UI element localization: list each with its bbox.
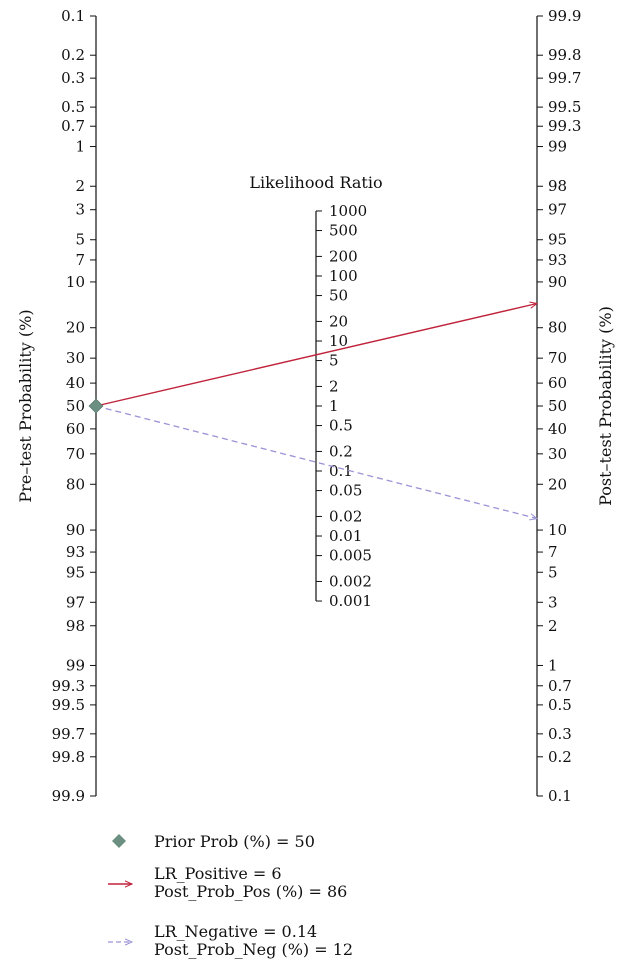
- pretest-tick-label-80: 80: [66, 475, 85, 493]
- lr-tick-label-0p001: 0.001: [329, 592, 372, 610]
- axes-layer: 0.10.20.30.50.71235710203040506070809093…: [16, 7, 615, 805]
- legend-negative-lr-text: LR_Negative = 0.14: [154, 922, 317, 941]
- posttest-tick-label-60: 60: [548, 374, 567, 392]
- lr-tick-label-0p05: 0.05: [329, 482, 362, 500]
- pretest-tick-label-10: 10: [66, 273, 85, 291]
- pretest-tick-label-40: 40: [66, 374, 85, 392]
- pretest-tick-label-0p3: 0.3: [61, 69, 85, 87]
- lr-tick-label-0p01: 0.01: [329, 527, 362, 545]
- lr-tick-label-1000: 1000: [329, 202, 367, 220]
- pretest-tick-label-99: 99: [66, 656, 85, 674]
- pretest-tick-label-0p5: 0.5: [61, 98, 85, 116]
- pretest-tick-label-0p2: 0.2: [61, 46, 85, 64]
- posttest-tick-label-3: 3: [548, 593, 558, 611]
- pretest-tick-label-99p5: 99.5: [52, 696, 85, 714]
- posttest-tick-label-0p3: 0.3: [548, 725, 572, 743]
- pretest-tick-label-50: 50: [66, 397, 85, 415]
- pretest-tick-label-99p8: 99.8: [52, 748, 85, 766]
- lr-tick-label-0p2: 0.2: [329, 442, 353, 460]
- posttest-tick-label-2: 2: [548, 617, 558, 635]
- posttest-tick-label-20: 20: [548, 475, 567, 493]
- lr-tick-label-0p1: 0.1: [329, 462, 353, 480]
- legend-prior-symbol: [112, 834, 126, 848]
- pretest-tick-label-95: 95: [66, 563, 85, 581]
- pretest-tick-label-2: 2: [75, 177, 85, 195]
- posttest-tick-label-0p2: 0.2: [548, 748, 572, 766]
- pretest-tick-label-97: 97: [66, 593, 85, 611]
- posttest-tick-label-99p5: 99.5: [548, 98, 581, 116]
- lr-tick-label-2: 2: [329, 377, 339, 395]
- posttest-tick-label-7: 7: [548, 543, 558, 561]
- posttest-tick-label-90: 90: [548, 273, 567, 291]
- lr-tick-label-50: 50: [329, 287, 348, 305]
- lr-tick-label-1: 1: [329, 397, 339, 415]
- posttest-tick-label-95: 95: [548, 231, 567, 249]
- posttest-tick-label-5: 5: [548, 563, 558, 581]
- pretest-tick-label-99p3: 99.3: [52, 677, 85, 695]
- lr-tick-label-0p002: 0.002: [329, 572, 372, 590]
- pretest-tick-label-93: 93: [66, 543, 85, 561]
- posttest-tick-label-0p7: 0.7: [548, 677, 572, 695]
- posttest-tick-label-97: 97: [548, 201, 567, 219]
- pretest-tick-label-1: 1: [75, 138, 85, 156]
- legend-prior-text: Prior Prob (%) = 50: [154, 832, 315, 851]
- legend-positive-post-text: Post_Prob_Pos (%) = 86: [154, 882, 347, 901]
- lines-layer: [88, 303, 537, 519]
- lr-tick-label-10: 10: [329, 332, 348, 350]
- pretest-tick-label-7: 7: [75, 251, 85, 269]
- prior-prob-marker: [88, 398, 104, 414]
- posttest-tick-label-99p8: 99.8: [548, 46, 581, 64]
- pretest-tick-label-99p7: 99.7: [52, 725, 85, 743]
- pretest-tick-label-60: 60: [66, 420, 85, 438]
- posttest-tick-label-70: 70: [548, 349, 567, 367]
- posttest-tick-label-0p5: 0.5: [548, 696, 572, 714]
- pretest-tick-label-30: 30: [66, 349, 85, 367]
- lr-tick-label-0p02: 0.02: [329, 507, 362, 525]
- pretest-tick-label-99p9: 99.9: [52, 787, 85, 805]
- pretest-tick-label-0p1: 0.1: [61, 7, 85, 25]
- legend-positive-lr-text: LR_Positive = 6: [154, 864, 282, 883]
- pretest-tick-label-5: 5: [75, 231, 85, 249]
- posttest-tick-label-99p3: 99.3: [548, 117, 581, 135]
- posttest-tick-label-1: 1: [548, 656, 558, 674]
- lr-tick-label-100: 100: [329, 267, 358, 285]
- posttest-tick-label-99: 99: [548, 138, 567, 156]
- pretest-tick-label-90: 90: [66, 521, 85, 539]
- lr-tick-label-500: 500: [329, 222, 358, 240]
- posttest-tick-label-98: 98: [548, 177, 567, 195]
- legend-negative-post-text: Post_Prob_Neg (%) = 12: [154, 940, 353, 959]
- posttest-tick-label-50: 50: [548, 397, 567, 415]
- posttest-tick-label-10: 10: [548, 521, 567, 539]
- lr-tick-label-5: 5: [329, 352, 339, 370]
- posttest-tick-label-93: 93: [548, 251, 567, 269]
- posttest-tick-label-0p1: 0.1: [548, 787, 572, 805]
- lr-negative-line: [95, 405, 537, 519]
- pretest-tick-label-20: 20: [66, 319, 85, 337]
- posttest-tick-label-40: 40: [548, 420, 567, 438]
- pretest-axis-title: Pre–test Probability (%): [16, 309, 35, 502]
- lr-tick-label-0p005: 0.005: [329, 547, 372, 565]
- posttest-axis-title: Post–test Probability (%): [596, 306, 615, 506]
- lr-tick-label-200: 200: [329, 247, 358, 265]
- lr-axis-title: Likelihood Ratio: [249, 173, 382, 192]
- posttest-tick-label-80: 80: [548, 319, 567, 337]
- pretest-tick-label-98: 98: [66, 617, 85, 635]
- posttest-tick-label-99p7: 99.7: [548, 69, 581, 87]
- posttest-tick-label-99p9: 99.9: [548, 7, 581, 25]
- posttest-tick-label-30: 30: [548, 445, 567, 463]
- lr-tick-label-20: 20: [329, 312, 348, 330]
- lr-tick-label-0p5: 0.5: [329, 417, 353, 435]
- pretest-tick-label-0p7: 0.7: [61, 117, 85, 135]
- lr-positive-line: [95, 303, 537, 407]
- pretest-tick-label-3: 3: [75, 201, 85, 219]
- pretest-tick-label-70: 70: [66, 445, 85, 463]
